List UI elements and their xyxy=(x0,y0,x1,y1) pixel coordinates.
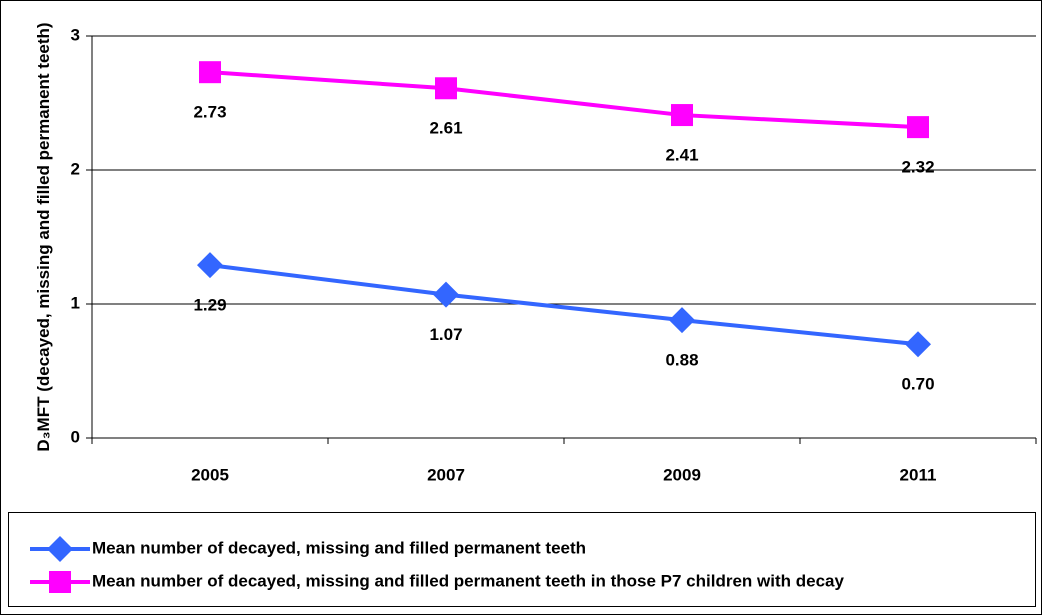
data-label: 0.70 xyxy=(901,375,934,394)
y-tick-label: 2 xyxy=(71,159,80,178)
data-point xyxy=(197,252,223,279)
x-tick-label: 2009 xyxy=(663,465,701,484)
legend-marker xyxy=(49,571,71,593)
legend-marker xyxy=(47,536,73,562)
y-axis-label: D₃MFT (decayed, missing and filled perma… xyxy=(34,22,53,452)
data-point xyxy=(905,331,931,358)
data-label: 1.07 xyxy=(429,325,462,344)
data-point xyxy=(435,77,457,100)
x-tick-label: 2011 xyxy=(900,465,937,484)
data-point xyxy=(199,61,221,84)
data-label: 2.61 xyxy=(429,119,462,138)
data-point xyxy=(669,307,695,334)
data-label: 1.29 xyxy=(193,296,226,315)
y-tick-label: 1 xyxy=(71,293,80,312)
data-point xyxy=(907,116,929,139)
data-label: 2.73 xyxy=(193,103,226,122)
data-label: 2.41 xyxy=(665,146,698,165)
y-tick-label: 3 xyxy=(71,25,80,44)
legend-box xyxy=(8,512,1036,607)
series-line xyxy=(209,263,919,347)
series-line xyxy=(209,70,919,130)
x-tick-label: 2005 xyxy=(191,465,229,484)
x-tick-label: 2007 xyxy=(427,465,465,484)
data-label: 2.32 xyxy=(901,158,934,177)
legend-label: Mean number of decayed, missing and fill… xyxy=(92,571,844,590)
data-label: 0.88 xyxy=(665,351,698,370)
data-point xyxy=(671,104,693,127)
y-tick-label: 0 xyxy=(71,427,80,446)
legend-label: Mean number of decayed, missing and fill… xyxy=(92,538,586,557)
data-point xyxy=(433,281,459,308)
